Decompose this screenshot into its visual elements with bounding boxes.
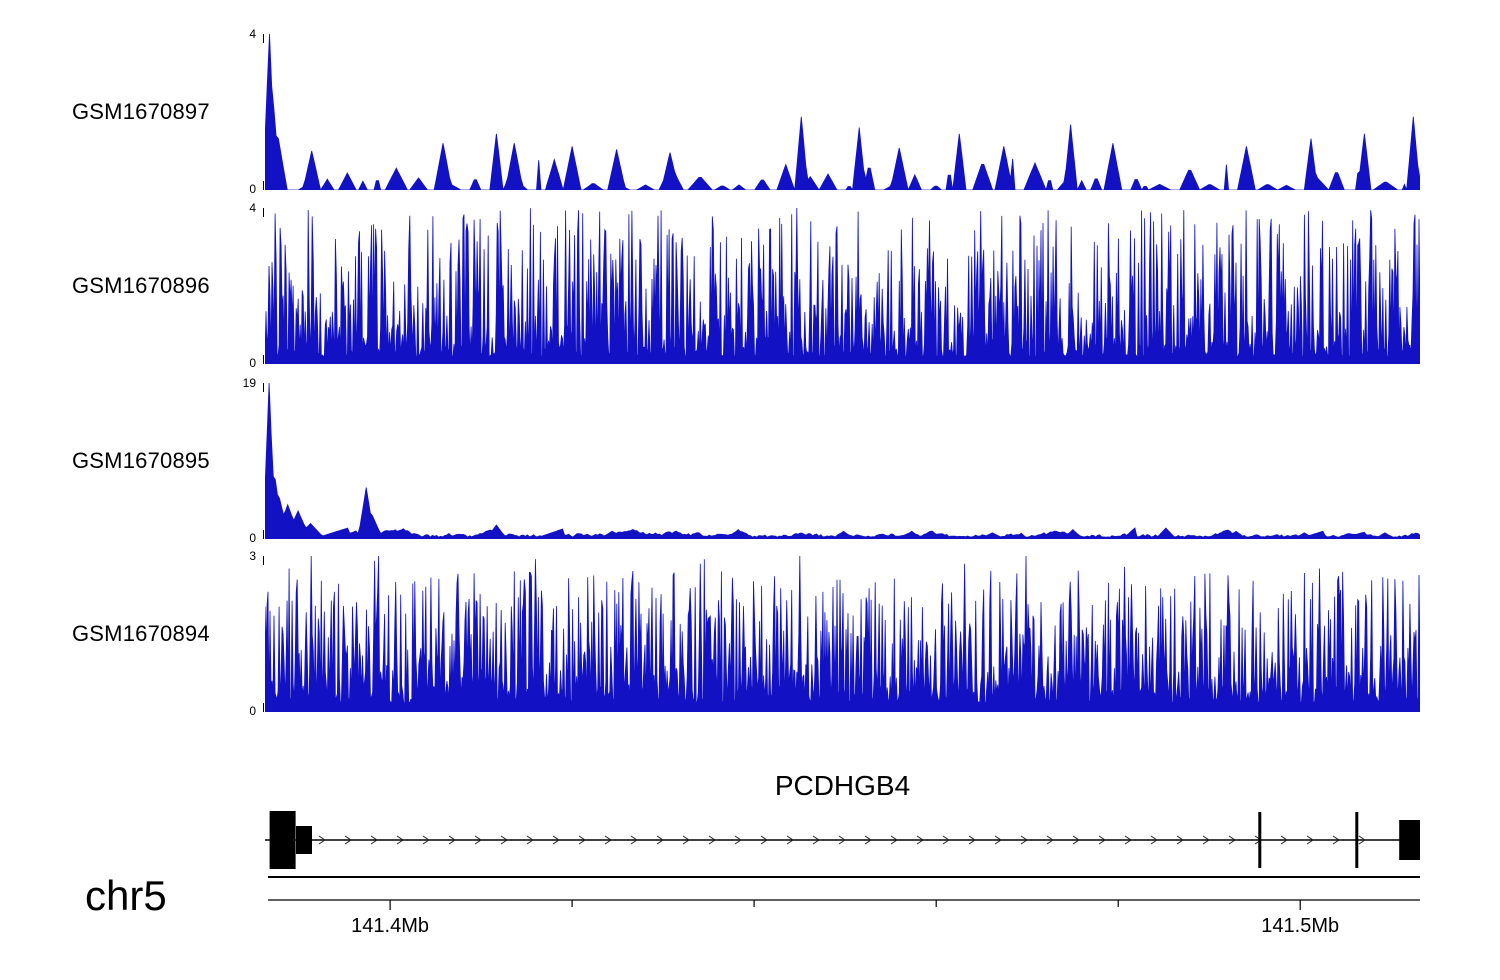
- intron-arrow-icon: [760, 835, 768, 845]
- intron-arrow-icon: [344, 835, 352, 845]
- intron-arrow-icon: [786, 835, 794, 845]
- intron-arrow-icon: [1306, 835, 1314, 845]
- coverage-signal-svg: [265, 208, 1420, 364]
- y-axis-min-label: 0: [249, 704, 256, 718]
- intron-arrow-icon: [552, 835, 560, 845]
- intron-arrow-icon: [1124, 835, 1132, 845]
- coverage-signal: [265, 383, 1420, 539]
- intron-arrow-icon: [968, 835, 976, 845]
- track-label: GSM1670896: [72, 273, 210, 298]
- intron-arrow-icon: [578, 835, 586, 845]
- intron-arrow-icon: [916, 835, 924, 845]
- intron-arrow-icon: [526, 835, 534, 845]
- intron-arrow-icon: [474, 835, 482, 845]
- track-row: GSM1670897 4 0: [0, 26, 1500, 198]
- intron-arrow-icon: [1332, 835, 1340, 845]
- intron-arrow-icon: [734, 835, 742, 845]
- intron-arrow-icon: [370, 835, 378, 845]
- intron-arrow-icon: [890, 835, 898, 845]
- intron-arrow-icon: [656, 835, 664, 845]
- intron-arrow-icon: [630, 835, 638, 845]
- intron-arrow-icon: [448, 835, 456, 845]
- track-label: GSM1670895: [72, 448, 210, 473]
- exon-block: [1258, 812, 1262, 868]
- intron-arrow-icon: [864, 835, 872, 845]
- intron-arrow-icon: [1176, 835, 1184, 845]
- coverage-signal-svg: [265, 34, 1420, 190]
- intron-arrow-icon: [1072, 835, 1080, 845]
- y-axis-min-label: 0: [249, 182, 256, 196]
- track-label: GSM1670897: [72, 99, 210, 124]
- genomic-ruler: 141.4Mb 141.5Mb: [268, 899, 1420, 937]
- y-axis-tick: [263, 383, 264, 392]
- exon-block: [269, 811, 296, 869]
- track-label: GSM1670894: [72, 621, 210, 646]
- intron-arrow-icon: [1358, 835, 1366, 845]
- coverage-area: [265, 556, 1420, 712]
- intron-arrow-icon: [422, 835, 430, 845]
- y-axis-max-label: 19: [242, 376, 256, 390]
- intron-arrow-icon: [604, 835, 612, 845]
- intron-arrow-icon: [682, 835, 690, 845]
- gene-title: PCDHGB4: [774, 770, 911, 801]
- intron-arrow-icon: [1046, 835, 1054, 845]
- y-axis-max-label: 4: [249, 201, 256, 215]
- track-row: GSM1670896 4 0: [0, 200, 1500, 372]
- intron-arrow-icon: [708, 835, 716, 845]
- exon-block: [1399, 820, 1420, 860]
- intron-arrow-icon: [942, 835, 950, 845]
- coverage-area: [265, 34, 1420, 190]
- intron-arrow-icon: [812, 835, 820, 845]
- intron-arrow-icon: [1202, 835, 1210, 845]
- track-separator-line: [268, 876, 1420, 878]
- track-row: GSM1670895 19 0: [0, 375, 1500, 547]
- coverage-signal-svg: [265, 556, 1420, 712]
- y-axis-tick: [263, 556, 264, 565]
- y-axis-tick: [263, 208, 264, 217]
- intron-arrow-icon: [318, 835, 326, 845]
- y-axis-tick: [263, 181, 264, 190]
- intron-arrow-icon: [994, 835, 1002, 845]
- coverage-area: [265, 208, 1420, 364]
- exon-block: [296, 826, 312, 854]
- chromosome-label: chr5: [85, 872, 167, 919]
- ruler-tick-label: 141.4Mb: [351, 915, 429, 937]
- intron-arrow-icon: [1280, 835, 1288, 845]
- gene-model: [265, 811, 1420, 869]
- coverage-signal: [265, 34, 1420, 190]
- intron-arrow-icon: [1020, 835, 1028, 845]
- ruler-tick-label: 141.5Mb: [1261, 915, 1339, 937]
- track-row: GSM1670894 3 0: [0, 548, 1500, 720]
- intron-arrow-icon: [396, 835, 404, 845]
- intron-arrow-icon: [1098, 835, 1106, 845]
- y-axis-max-label: 4: [249, 27, 256, 41]
- y-axis-tick: [263, 355, 264, 364]
- coverage-signal: [265, 208, 1420, 364]
- intron-arrow-icon: [500, 835, 508, 845]
- y-axis-tick: [263, 703, 264, 712]
- y-axis-min-label: 0: [249, 531, 256, 545]
- y-axis-min-label: 0: [249, 356, 256, 370]
- y-axis-tick: [263, 530, 264, 539]
- coverage-signal: [265, 556, 1420, 712]
- exon-block: [1355, 812, 1359, 868]
- y-axis-max-label: 3: [249, 549, 256, 563]
- intron-arrow-icon: [838, 835, 846, 845]
- intron-arrow-icon: [1150, 835, 1158, 845]
- intron-arrow-icon: [1228, 835, 1236, 845]
- coverage-signal-svg: [265, 383, 1420, 539]
- y-axis-tick: [263, 34, 264, 43]
- coverage-area: [265, 383, 1420, 539]
